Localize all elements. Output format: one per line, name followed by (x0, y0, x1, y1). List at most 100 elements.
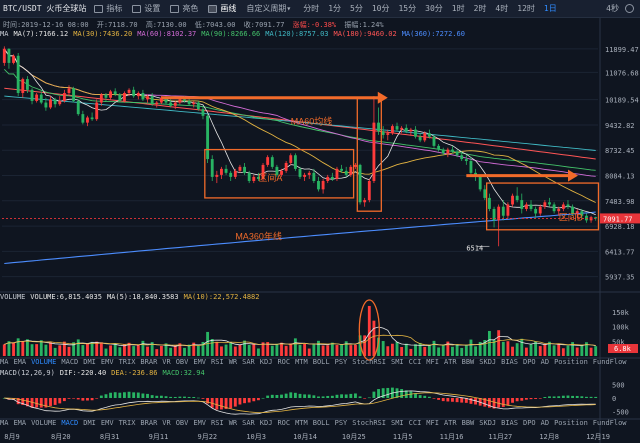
candle-body[interactable] (49, 99, 52, 108)
settings-button[interactable]: 设置 (132, 3, 160, 14)
candle-body[interactable] (529, 204, 533, 209)
candle-body[interactable] (501, 206, 505, 216)
indicator-tab[interactable]: Position (554, 358, 588, 366)
candle-body[interactable] (86, 117, 89, 123)
candle-body[interactable] (25, 79, 29, 90)
candle-body[interactable] (90, 117, 94, 120)
period-tab[interactable]: 1时 (451, 4, 465, 13)
indicator-tab[interactable]: EMV (193, 419, 207, 427)
candle-body[interactable] (275, 166, 279, 175)
candle-body[interactable] (266, 157, 270, 165)
draw-button[interactable]: 画线 (208, 3, 236, 14)
candle-body[interactable] (561, 204, 565, 209)
indicator-tab[interactable]: DPO (522, 419, 536, 427)
candle-body[interactable] (312, 172, 316, 181)
indicator-tab[interactable]: EMV (100, 358, 114, 366)
candle-body[interactable] (515, 195, 519, 201)
candle-body[interactable] (432, 136, 436, 146)
indicator-tab[interactable]: DMI (83, 419, 96, 427)
candle-body[interactable] (76, 100, 80, 115)
candle-body[interactable] (215, 174, 219, 177)
candle-body[interactable] (511, 195, 514, 205)
indicator-tab[interactable]: Position (554, 419, 588, 427)
candle-body[interactable] (298, 168, 302, 177)
candle-body[interactable] (44, 102, 48, 108)
candle-body[interactable] (571, 206, 575, 214)
indicator-tab[interactable]: VOLUME (31, 419, 57, 427)
indicator-tab[interactable]: MACD (61, 358, 79, 366)
indicator-tab[interactable]: MA (0, 358, 9, 366)
candle-body[interactable] (552, 204, 556, 212)
candle-body[interactable] (99, 94, 103, 103)
candle-body[interactable] (566, 204, 570, 207)
period-tab[interactable]: 1日 (543, 4, 557, 13)
candle-body[interactable] (404, 127, 408, 132)
candle-body[interactable] (104, 94, 108, 98)
candle-body[interactable] (330, 176, 334, 179)
candle-body[interactable] (155, 102, 159, 105)
candle-body[interactable] (280, 170, 283, 175)
indicator-tab[interactable]: DPO (522, 358, 536, 366)
indicator-tab[interactable]: MFI (426, 419, 439, 427)
candle-body[interactable] (451, 149, 454, 152)
candle-body[interactable] (7, 48, 11, 63)
candle-body[interactable] (538, 206, 542, 214)
indicator-tab[interactable]: PSY (334, 358, 348, 366)
indicator-tab[interactable]: MTM (295, 419, 308, 427)
period-tab[interactable]: 10分 (371, 4, 390, 13)
candle-body[interactable] (580, 211, 584, 216)
custom-period-dropdown[interactable]: 自定义周期 ▾ (246, 3, 291, 14)
candle-body[interactable] (123, 92, 126, 101)
candle-body[interactable] (381, 131, 385, 135)
candle-body[interactable] (164, 97, 168, 103)
candle-body[interactable] (220, 168, 223, 175)
indicator-tab[interactable]: BBW (461, 419, 475, 427)
candle-body[interactable] (307, 172, 311, 175)
candle-body[interactable] (594, 217, 598, 219)
candle-body[interactable] (53, 99, 57, 105)
candle-body[interactable] (414, 129, 417, 137)
candle-body[interactable] (400, 127, 404, 130)
candle-body[interactable] (423, 133, 427, 141)
candle-body[interactable] (113, 91, 117, 95)
candle-body[interactable] (487, 197, 491, 209)
candle-body[interactable] (469, 161, 473, 173)
theme-button[interactable]: 亮色 (170, 3, 198, 14)
candle-body[interactable] (363, 200, 367, 203)
indicator-tab[interactable]: SKDJ (479, 358, 497, 366)
period-tab[interactable]: 分时 (303, 4, 320, 13)
candle-body[interactable] (62, 92, 66, 101)
indicator-tab[interactable]: ROC (277, 358, 291, 366)
candle-body[interactable] (354, 164, 357, 167)
candle-body[interactable] (192, 102, 196, 105)
candle-body[interactable] (497, 206, 501, 221)
period-tab[interactable]: 2时 (473, 4, 487, 13)
indicator-tab[interactable]: BOLL (312, 419, 330, 427)
candle-body[interactable] (141, 92, 145, 100)
candle-body[interactable] (293, 155, 297, 169)
candle-body[interactable] (349, 166, 353, 175)
candle-body[interactable] (229, 172, 233, 177)
candle-body[interactable] (321, 180, 325, 190)
candle-body[interactable] (261, 164, 265, 179)
candle-body[interactable] (169, 102, 173, 106)
indicator-tab[interactable]: BBW (461, 358, 475, 366)
candle-body[interactable] (95, 102, 99, 120)
candle-body[interactable] (506, 204, 510, 216)
candle-body[interactable] (178, 99, 182, 103)
indicator-tab[interactable]: EMV (100, 419, 114, 427)
candle-body[interactable] (303, 174, 307, 177)
indicator-tab[interactable]: FundFlow (592, 419, 627, 427)
indicator-tab[interactable]: BIAS (501, 419, 518, 427)
candle-body[interactable] (183, 99, 186, 101)
candle-body[interactable] (460, 155, 464, 160)
indicator-tab[interactable]: WR (228, 358, 238, 366)
candle-body[interactable] (543, 202, 547, 207)
candle-body[interactable] (270, 157, 274, 167)
indicator-tab[interactable]: BRAR (140, 358, 158, 366)
indicator-tab[interactable]: ROC (277, 419, 291, 427)
candle-body[interactable] (127, 89, 131, 93)
candle-body[interactable] (409, 129, 413, 132)
candle-body[interactable] (335, 168, 339, 179)
candle-body[interactable] (233, 170, 237, 177)
